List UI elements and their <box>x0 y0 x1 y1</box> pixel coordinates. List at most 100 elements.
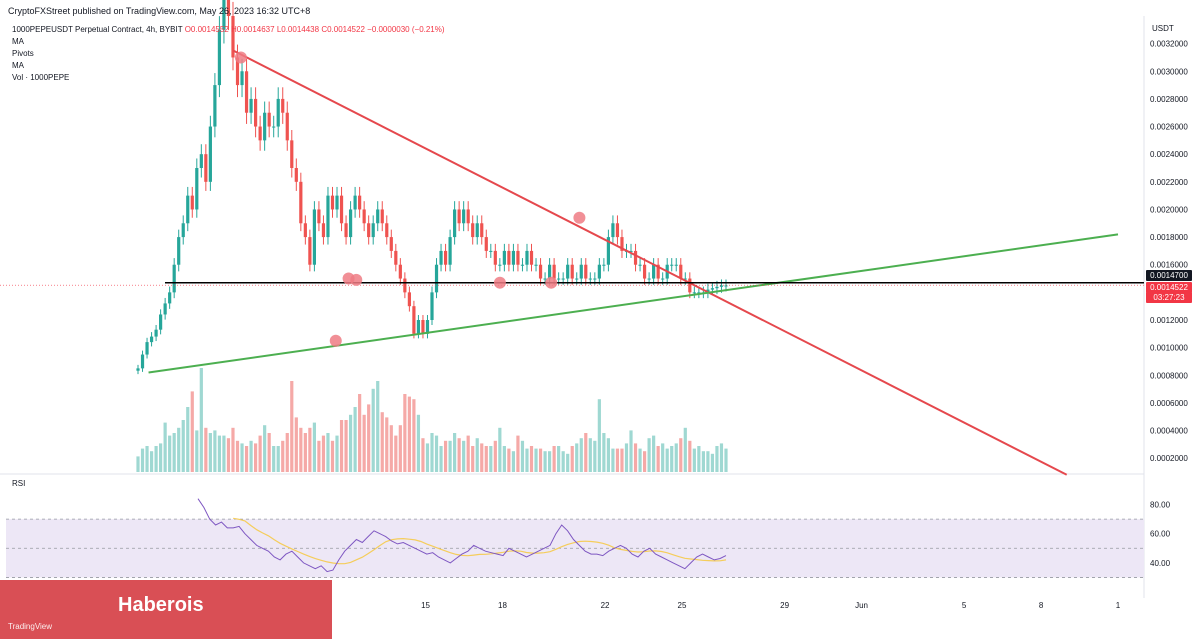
candle-body <box>462 209 466 224</box>
volume-bar <box>394 435 398 472</box>
watermark-brand: Haberois <box>118 594 204 616</box>
candle-body <box>529 250 534 265</box>
resistance-trendline <box>232 49 1068 476</box>
volume-bar <box>330 440 335 472</box>
price-axis: 0.0032000 0.0030000 0.0028000 0.0026000 0.00… <box>1150 40 1188 464</box>
volume-bar <box>520 440 525 472</box>
volume-bar <box>688 440 692 472</box>
volume-bar <box>380 412 384 472</box>
candle-body <box>222 0 226 30</box>
volume-bar <box>163 422 167 472</box>
candle-body <box>140 354 145 369</box>
candle-body <box>656 264 660 279</box>
candle-body <box>484 237 488 251</box>
candle-body <box>235 57 240 86</box>
candle-body <box>353 195 357 210</box>
volume-bar <box>638 448 642 472</box>
published-line: CryptoFXStreet published on TradingView.… <box>8 6 311 16</box>
y-tick-label: 0.0032000 <box>1150 40 1188 49</box>
volume-bar <box>679 438 683 472</box>
x-tick-label: 29 <box>780 601 789 610</box>
rsi-tick-label: 60.00 <box>1150 530 1171 539</box>
volume-bar <box>149 451 154 472</box>
ohlc-high: H0.0014637 <box>230 25 275 34</box>
candle-body <box>317 209 321 224</box>
candle-body <box>480 223 484 238</box>
candle-body <box>371 223 375 238</box>
candle-body <box>425 320 430 334</box>
candle-body <box>272 126 276 128</box>
level-price-tag: 0.0014700 <box>1146 270 1192 281</box>
candle-body <box>520 264 525 266</box>
volume-bar <box>213 430 217 472</box>
volume-bar <box>453 433 457 472</box>
volume-bar <box>570 446 574 472</box>
volume-bar <box>489 446 493 472</box>
touch-marker <box>234 51 247 64</box>
volume-bar <box>620 448 624 472</box>
candle-body <box>244 71 249 113</box>
candle-body <box>710 288 715 290</box>
candle-body <box>566 264 570 279</box>
candle-body <box>579 264 583 279</box>
touch-marker <box>573 211 586 224</box>
volume-bar <box>724 448 728 472</box>
indicator-volume[interactable]: Vol · 1000PEPE <box>12 73 70 82</box>
volume-bar <box>421 438 425 472</box>
candle-body <box>303 223 307 238</box>
volume-bar <box>661 443 665 472</box>
candle-body <box>204 154 208 182</box>
candle-body <box>570 264 574 279</box>
volume-bar <box>308 427 312 472</box>
y-tick-label: 0.0002000 <box>1150 454 1188 463</box>
ohlc-open: O0.0014552 <box>184 25 229 34</box>
volume-bar <box>140 448 145 472</box>
volume-bar <box>584 433 588 472</box>
candle-body <box>597 264 601 279</box>
watermark-banner: Haberois TradingView <box>0 580 332 639</box>
volume-bar <box>367 404 371 472</box>
rsi-label[interactable]: RSI <box>12 479 26 488</box>
candle-body <box>249 98 253 113</box>
candle-body <box>615 223 620 238</box>
tradingview-logo: TradingView <box>8 622 53 631</box>
indicator-ma-2[interactable]: MA <box>12 61 24 70</box>
candle-body <box>240 71 244 86</box>
volume-bar <box>398 425 402 472</box>
volume-bar <box>448 440 452 472</box>
candle-body <box>348 209 353 238</box>
x-tick-label: 5 <box>962 601 967 610</box>
volume-bar <box>611 448 615 472</box>
volume-bar <box>326 433 330 472</box>
volume-bar <box>190 391 194 472</box>
indicator-pivots[interactable]: Pivots <box>12 49 34 58</box>
volume-bar <box>670 446 674 472</box>
candle-body <box>398 264 402 279</box>
volume-bar <box>471 446 475 472</box>
volume-bar <box>267 433 271 472</box>
candle-body <box>511 250 516 265</box>
candle-body <box>421 320 425 334</box>
symbol-title[interactable]: 1000PEPEUSDT Perpetual Contract, 4h, BYB… <box>12 25 183 34</box>
volume-bar <box>475 438 479 472</box>
volume-bar <box>195 430 199 472</box>
volume-bar <box>145 446 149 472</box>
volume-bar <box>633 443 638 472</box>
candle-body <box>593 278 597 280</box>
volume-bar <box>462 440 466 472</box>
volume-bar <box>159 443 163 472</box>
candle-body <box>177 237 181 265</box>
volume-bar <box>665 448 669 472</box>
candlesticks <box>136 0 728 375</box>
x-tick-label: 1 <box>1116 601 1121 610</box>
volume-bar <box>168 435 172 472</box>
indicator-ma-1[interactable]: MA <box>12 37 24 46</box>
candle-body <box>620 237 624 251</box>
candle-body <box>647 278 651 280</box>
candle-body <box>434 264 439 293</box>
candle-body <box>697 292 701 294</box>
volume-bar <box>615 448 620 472</box>
candle-body <box>430 292 434 320</box>
x-tick-label: 8 <box>1039 601 1044 610</box>
